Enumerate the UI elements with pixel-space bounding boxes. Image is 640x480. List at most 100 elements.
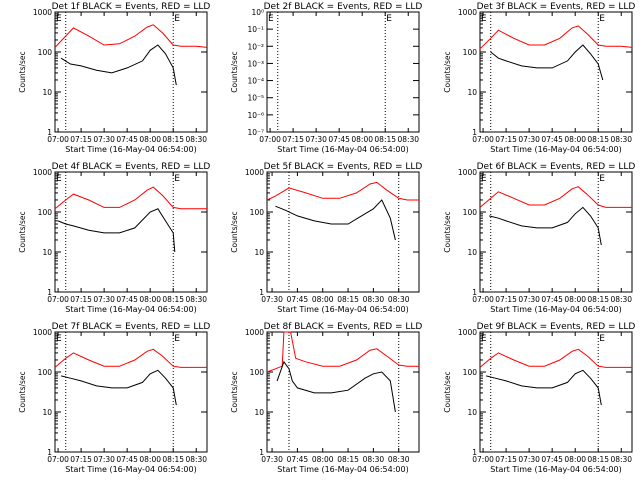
- x-tick-label: 07:30: [93, 295, 115, 304]
- y-tick-label: 10: [254, 248, 264, 257]
- x-tick-label: 08:30: [610, 135, 632, 144]
- series-lld: [479, 186, 632, 208]
- marker-label: E: [481, 174, 487, 184]
- panel-title: Det 5f BLACK = Events, RED = LLD: [264, 162, 423, 172]
- marker-label: E: [174, 14, 180, 24]
- plot-frame: [479, 171, 633, 293]
- series-events: [60, 44, 177, 86]
- series-lld: [54, 24, 208, 48]
- series-lld: [479, 25, 633, 50]
- x-tick-label: 07:30: [518, 455, 540, 464]
- y-tick-label: 10: [42, 88, 52, 97]
- series-events: [276, 360, 396, 413]
- x-tick-label: 07:30: [93, 135, 115, 144]
- y-tick-label: 1000: [33, 168, 52, 177]
- x-tick-label: 07:30: [93, 455, 115, 464]
- y-axis-label: Counts/sec: [443, 51, 452, 92]
- series-lld: [266, 181, 419, 201]
- panel-title: Det 4f BLACK = Events, RED = LLD: [52, 162, 211, 172]
- x-tick-label: 08:30: [363, 295, 385, 304]
- marker-label: E: [599, 174, 605, 184]
- x-tick-label: 08:00: [564, 455, 586, 464]
- x-tick-label: 08:30: [185, 135, 207, 144]
- y-tick-label: 1: [472, 288, 477, 297]
- x-tick-label: 07:30: [305, 135, 327, 144]
- panel-title: Det 6f BLACK = Events, RED = LLD: [477, 162, 636, 172]
- y-tick-label: 1: [472, 128, 477, 137]
- y-tick-label: 100: [250, 368, 265, 377]
- marker-label: E: [174, 174, 180, 184]
- x-tick-label: 07:15: [70, 295, 92, 304]
- plot-frame: [479, 11, 633, 133]
- series-events: [60, 369, 177, 406]
- x-tick-label: 08:00: [139, 455, 161, 464]
- y-tick-label: 10⁻⁵: [247, 94, 264, 103]
- x-tick-label: 08:00: [312, 455, 334, 464]
- x-tick-label: 08:30: [185, 295, 207, 304]
- x-tick-label: 08:00: [564, 295, 586, 304]
- plot-frame: [479, 331, 633, 453]
- x-tick-label: 07:45: [541, 135, 563, 144]
- x-tick-label: 08:15: [162, 135, 184, 144]
- x-tick-label: 07:00: [472, 455, 494, 464]
- x-tick-label: 07:45: [287, 455, 309, 464]
- x-tick-label: 07:15: [495, 455, 517, 464]
- y-tick-label: 100: [463, 48, 478, 57]
- x-axis-label: Start Time (16-May-04 06:54:00): [65, 305, 196, 314]
- y-tick-label: 10⁻³: [247, 59, 264, 68]
- series-events: [485, 369, 602, 406]
- y-tick-label: 10⁻²: [247, 42, 264, 51]
- x-tick-label: 07:45: [541, 455, 563, 464]
- y-axis-label: Counts/sec: [443, 211, 452, 252]
- y-axis-label: Counts/sec: [18, 51, 27, 92]
- x-tick-label: 08:30: [185, 455, 207, 464]
- panel-title: Det 1f BLACK = Events, RED = LLD: [52, 2, 211, 12]
- x-tick-label: 08:15: [162, 455, 184, 464]
- x-tick-label: 08:15: [162, 295, 184, 304]
- x-axis-label: Start Time (16-May-04 06:54:00): [65, 145, 196, 154]
- x-tick-label: 07:45: [116, 455, 138, 464]
- y-axis-label: Counts/sec: [230, 211, 239, 252]
- x-tick-label: 08:30: [610, 455, 632, 464]
- x-tick-label: 08:15: [374, 135, 396, 144]
- x-tick-label: 07:45: [541, 295, 563, 304]
- marker-label: E: [599, 334, 605, 344]
- x-tick-label: 07:45: [116, 135, 138, 144]
- y-axis-label: Counts/sec: [443, 371, 452, 412]
- marker-label: E: [56, 14, 62, 24]
- x-tick-label: 08:00: [351, 135, 373, 144]
- x-tick-label: 08:00: [139, 135, 161, 144]
- plot-frame: [266, 331, 420, 453]
- x-tick-label: 07:45: [287, 295, 309, 304]
- x-tick-label: 07:00: [472, 295, 494, 304]
- x-axis-label: Start Time (16-May-04 06:54:00): [277, 145, 408, 154]
- y-tick-label: 100: [250, 208, 265, 217]
- panel-title: Det 7f BLACK = Events, RED = LLD: [52, 322, 211, 332]
- x-axis-label: Start Time (16-May-04 06:54:00): [65, 465, 196, 474]
- panel-title: Det 3f BLACK = Events, RED = LLD: [477, 2, 636, 12]
- x-tick-label: 07:30: [261, 295, 283, 304]
- y-axis-label: Counts/sec: [18, 211, 27, 252]
- series-events: [490, 44, 604, 81]
- x-tick-label: 08:15: [587, 455, 609, 464]
- x-tick-label: 07:15: [495, 295, 517, 304]
- y-tick-label: 10: [42, 408, 52, 417]
- y-tick-label: 10: [467, 248, 477, 257]
- series-lld: [54, 186, 207, 210]
- y-tick-label: 10: [42, 248, 52, 257]
- y-axis-label: Counts/sec: [230, 371, 239, 412]
- y-tick-label: 1000: [245, 328, 264, 337]
- x-axis-label: Start Time (16-May-04 06:54:00): [490, 305, 621, 314]
- x-tick-label: 08:15: [337, 295, 359, 304]
- x-tick-label: 08:30: [388, 295, 410, 304]
- panel-title: Det 2f BLACK = Events, RED = LLD: [264, 2, 423, 12]
- plot-frame: [54, 11, 208, 133]
- plot-frame: [266, 11, 420, 133]
- y-tick-label: 10⁻⁶: [247, 111, 264, 120]
- x-tick-label: 07:45: [116, 295, 138, 304]
- y-tick-label: 10⁻¹: [247, 25, 264, 34]
